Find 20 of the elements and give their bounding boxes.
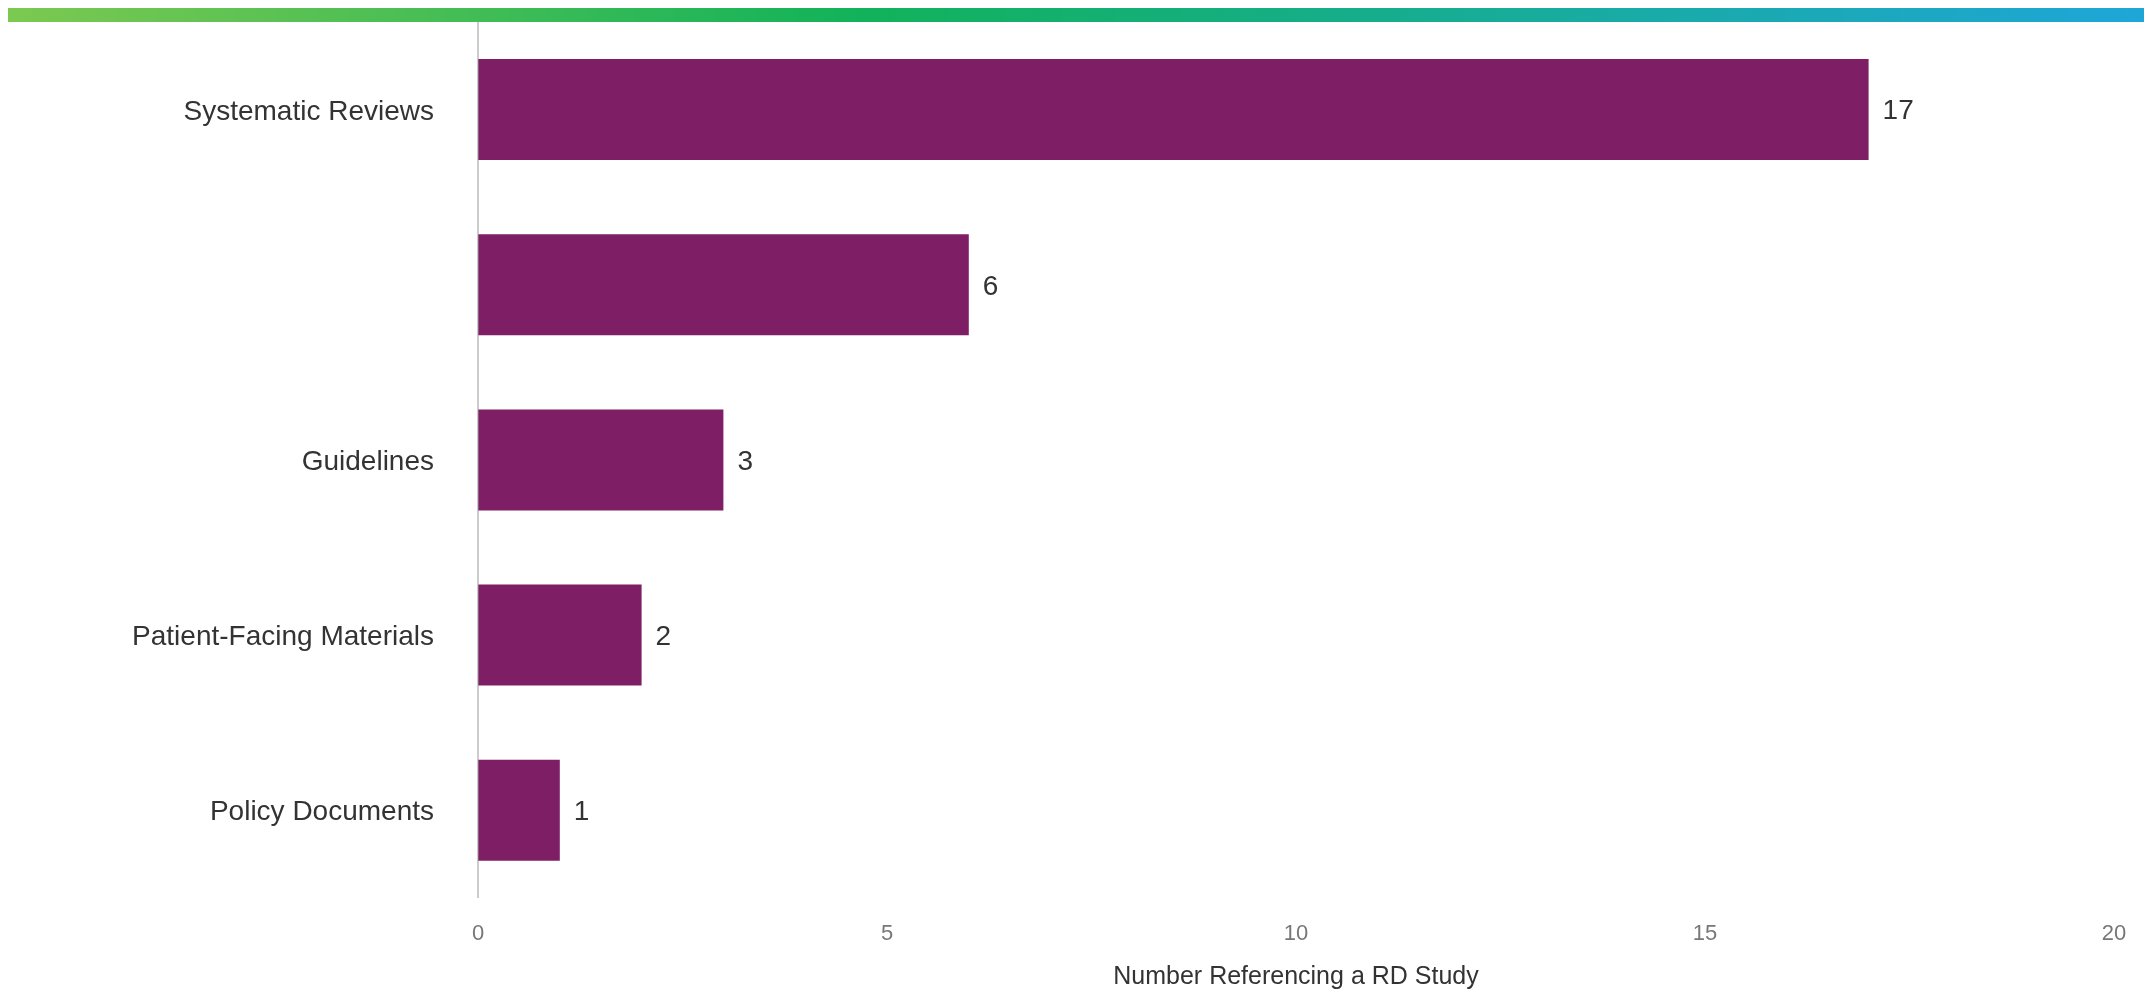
data-label: 3 [737, 444, 753, 476]
x-tick-label: 0 [471, 919, 485, 945]
bar [478, 584, 642, 686]
y-tick-label: Patient-Facing Materials [132, 620, 434, 652]
data-label: 17 [1882, 94, 1914, 126]
data-label: 1 [573, 795, 590, 827]
y-tick-label: Systematic Reviews [183, 94, 434, 126]
x-tick-label: 15 [1692, 919, 1718, 945]
y-tick-label: Policy Documents [209, 795, 434, 827]
x-tick-label: 5 [880, 919, 894, 945]
y-tick-label: Guidelines [301, 444, 434, 476]
bar [478, 409, 724, 511]
bar [478, 234, 969, 336]
bar [478, 759, 560, 861]
data-label: 2 [655, 620, 672, 652]
data-label: 6 [982, 269, 999, 301]
x-axis-title: Number Referencing a RD Study [1113, 961, 1480, 989]
x-tick-label: 20 [2101, 919, 2127, 945]
x-tick-label: 10 [1283, 919, 1309, 945]
bar [478, 59, 1869, 160]
